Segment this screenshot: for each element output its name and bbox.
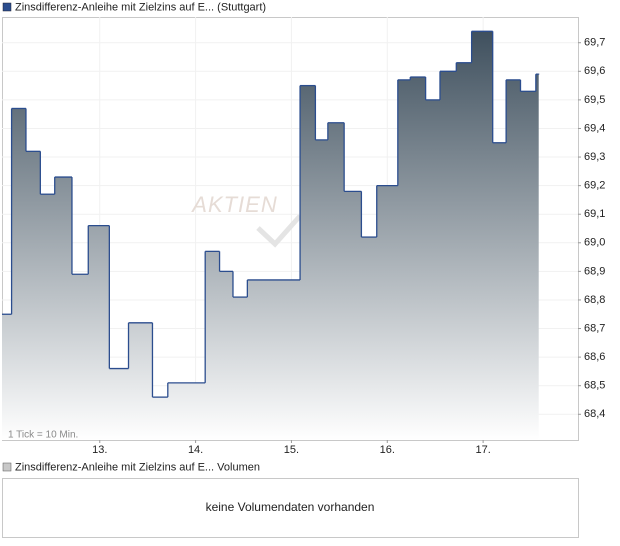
y-tick-label: 69,2 <box>584 180 605 192</box>
y-tick-label: 68,9 <box>584 265 605 277</box>
y-tick-label: 69,3 <box>584 151 605 163</box>
y-tick-label: 68,7 <box>584 322 605 334</box>
watermark-check <box>256 214 302 248</box>
volume-frame <box>2 478 579 538</box>
tick-note: 1 Tick = 10 Min. <box>8 430 78 441</box>
volume-message: keine Volumendaten vorhanden <box>206 500 375 514</box>
y-tick-label: 69,0 <box>584 237 605 249</box>
legend-label: Zinsdifferenz-Anleihe mit Zielzins auf E… <box>15 461 260 473</box>
x-tick-label: 14. <box>188 444 203 456</box>
y-tick-label: 68,8 <box>584 294 605 306</box>
y-tick-label: 69,1 <box>584 208 605 220</box>
x-tick-label: 17. <box>475 444 490 456</box>
plot-frame <box>2 17 579 441</box>
y-tick-label: 69,6 <box>584 65 605 77</box>
y-tick-label: 69,5 <box>584 94 605 106</box>
legend-swatch <box>2 462 12 472</box>
plot-area: AKTIEN <box>2 17 578 441</box>
legend-label: Zinsdifferenz-Anleihe mit Zielzins auf E… <box>15 1 266 13</box>
y-tick-label: 69,4 <box>584 122 605 134</box>
legend-swatch <box>2 2 12 12</box>
x-tick-label: 16. <box>380 444 395 456</box>
y-tick-label: 68,6 <box>584 351 605 363</box>
x-tick-label: 15. <box>284 444 299 456</box>
x-tick-label: 13. <box>92 444 107 456</box>
y-tick-label: 68,5 <box>584 380 605 392</box>
watermark: AKTIEN <box>190 192 277 217</box>
area-fill <box>2 31 539 441</box>
y-tick-label: 69,7 <box>584 37 605 49</box>
y-tick-label: 68,4 <box>584 408 605 420</box>
